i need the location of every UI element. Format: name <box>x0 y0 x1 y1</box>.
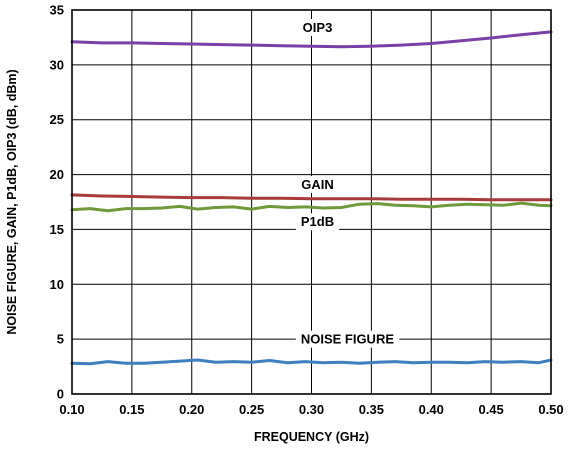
series-label-text: P1dB <box>301 214 334 229</box>
series-label-background <box>297 19 338 37</box>
series-label-text: NOISE FIGURE <box>301 332 395 347</box>
y-tick-label: 5 <box>57 332 64 347</box>
x-tick-label: 0.20 <box>179 402 204 417</box>
y-tick-label: 20 <box>50 167 64 182</box>
series-line-gain <box>70 193 553 202</box>
x-tick-label: 0.30 <box>299 402 324 417</box>
series-label-oip3: OIP3 <box>297 19 338 37</box>
x-tick-label: 0.40 <box>419 402 444 417</box>
x-axis-title: FREQUENCY (GHz) <box>254 430 369 444</box>
series-line-oip3 <box>70 30 553 49</box>
series-line-noise-figure <box>70 358 553 366</box>
series-label-text: GAIN <box>301 177 334 192</box>
y-tick-label: 35 <box>50 3 64 18</box>
y-tick-labels: 0 5 10 15 20 25 30 35 <box>50 3 64 402</box>
series-label-background <box>295 213 340 231</box>
plot-frame <box>71 9 552 395</box>
y-tick-label: 30 <box>50 57 64 72</box>
series-label-background <box>296 175 339 193</box>
series-label-p1db: P1dB <box>295 213 340 231</box>
x-tick-labels: 0.10 0.15 0.20 0.25 0.30 0.35 0.40 0.45 0.50 <box>59 402 563 417</box>
y-axis-title: NOISE FIGURE, GAIN, P1dB, OIP3 (dB, dBm) <box>5 69 19 334</box>
y-tick-label: 10 <box>50 277 64 292</box>
series-labels: OIP3 GAIN P1dB NOISE FIGURE <box>295 19 400 348</box>
x-tick-label: 0.15 <box>119 402 144 417</box>
series-line-p1db <box>70 201 553 213</box>
y-tick-label: 15 <box>50 222 64 237</box>
y-tick-label: 0 <box>57 387 64 402</box>
series-label-noise-figure: NOISE FIGURE <box>295 330 400 348</box>
series-label-gain: GAIN <box>296 175 339 193</box>
x-tick-label: 0.50 <box>538 402 563 417</box>
x-tick-label: 0.10 <box>59 402 84 417</box>
series-lines <box>70 30 553 366</box>
x-tick-label: 0.35 <box>359 402 384 417</box>
x-tick-label: 0.45 <box>478 402 503 417</box>
y-tick-label: 25 <box>50 112 64 127</box>
series-label-background <box>295 330 400 348</box>
x-tick-label: 0.25 <box>239 402 264 417</box>
series-label-text: OIP3 <box>303 20 333 35</box>
grid <box>72 10 551 394</box>
